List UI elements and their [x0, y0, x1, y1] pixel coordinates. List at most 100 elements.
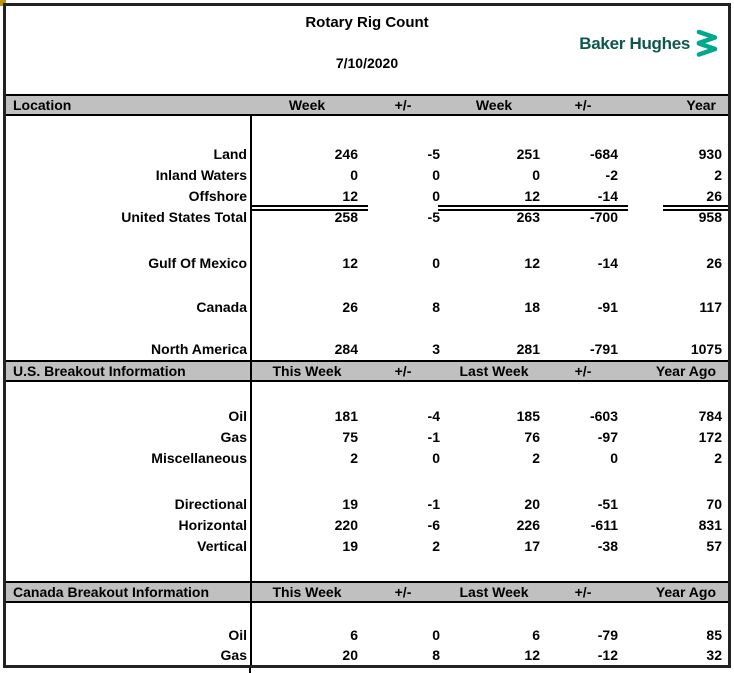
row-label: Vertical	[6, 536, 252, 557]
cell-value: -1	[427, 496, 440, 512]
cell-value: 8	[432, 647, 440, 663]
spacer-row	[6, 469, 728, 494]
table-row-us-gas: Gas 75 -1 76 -97 172	[6, 427, 728, 448]
table-row-offshore: Offshore 12 0 12 -14 26	[6, 186, 728, 211]
section-header-location: Location Week +/- Week +/- Year	[6, 94, 728, 116]
spacer-row	[6, 382, 728, 406]
cell-value: -5	[427, 209, 440, 225]
cell-value: -51	[597, 496, 618, 512]
cell-value: 85	[706, 627, 722, 643]
cell-value: -12	[597, 647, 618, 663]
column-divider-stub	[249, 668, 251, 673]
cell-value: -5	[427, 146, 440, 162]
section-header-label: Location	[13, 97, 72, 113]
cell-value: 8	[432, 299, 440, 315]
cell-value: 172	[698, 429, 722, 445]
page-title: Rotary Rig Count	[305, 14, 429, 31]
column-header-change-2: +/-	[574, 584, 592, 600]
cell-value: -14	[597, 188, 618, 204]
section-header-label: U.S. Breakout Information	[6, 362, 252, 380]
table-row-canada: Canada 26 8 18 -91 117	[6, 297, 728, 318]
table-row-us-oil: Oil 181 -4 185 -603 784	[6, 406, 728, 427]
cell-value: 75	[342, 429, 358, 445]
column-header-year-ago: Year Ago	[655, 584, 716, 600]
cell-value: 226	[516, 517, 540, 533]
row-label: Inland Waters	[6, 165, 252, 186]
cell-value: 2	[350, 450, 358, 466]
cell-value: 0	[350, 167, 358, 183]
spacer-row	[6, 557, 728, 581]
cell-value: 12	[524, 255, 540, 271]
table-row-directional: Directional 19 -1 20 -51 70	[6, 494, 728, 515]
report-date: 7/10/2020	[335, 55, 399, 71]
table-row-inland-waters: Inland Waters 0 0 0 -2 2	[6, 165, 728, 186]
cell-value: 6	[532, 627, 540, 643]
row-label: Gulf Of Mexico	[6, 253, 252, 274]
double-underline	[663, 205, 728, 211]
cell-value: 0	[432, 188, 440, 204]
cell-value: 784	[698, 408, 722, 424]
cell-value: 19	[342, 496, 358, 512]
cell-value: 0	[610, 450, 618, 466]
row-label: Oil	[6, 406, 252, 427]
double-underline	[250, 205, 368, 211]
cell-value: 26	[342, 299, 358, 315]
baker-hughes-double-chevron-icon	[695, 28, 720, 59]
cell-value: -603	[589, 408, 618, 424]
column-header-week-2: Week	[475, 97, 513, 113]
report-header: Rotary Rig Count 7/10/2020 Baker Hughes	[6, 6, 728, 94]
cell-value: 263	[516, 209, 540, 225]
cell-value: 32	[706, 647, 722, 663]
cell-value: -38	[597, 538, 618, 554]
cell-value: 18	[524, 299, 540, 315]
cell-value: -1	[427, 429, 440, 445]
cell-value: 2	[714, 167, 722, 183]
section-header-us-breakout: U.S. Breakout Information This Week +/- …	[6, 360, 728, 382]
cell-value: 0	[532, 167, 540, 183]
cell-value: 181	[334, 408, 358, 424]
cell-value: -684	[589, 146, 618, 162]
cell-value: 251	[516, 146, 540, 162]
column-header-change: +/-	[394, 97, 412, 113]
cell-value: 1075	[690, 341, 722, 357]
row-label: Gas	[6, 645, 252, 665]
table-row-vertical: Vertical 19 2 17 -38 57	[6, 536, 728, 557]
cell-value: -2	[605, 167, 618, 183]
column-header-change: +/-	[394, 363, 412, 379]
cell-value: -700	[589, 209, 618, 225]
cell-value: -791	[589, 341, 618, 357]
cell-value: 3	[432, 341, 440, 357]
cell-value: -6	[427, 517, 440, 533]
cell-value: 220	[334, 517, 358, 533]
spacer-row	[6, 228, 728, 253]
table-row-canada-gas: Gas 20 8 12 -12 32	[6, 645, 728, 665]
section-header-canada-breakout: Canada Breakout Information This Week +/…	[6, 581, 728, 603]
cell-value: 185	[516, 408, 540, 424]
cell-value: 831	[698, 517, 722, 533]
cell-value: 930	[698, 146, 722, 162]
row-label: Canada	[6, 297, 252, 318]
column-header-week: Week	[288, 97, 326, 113]
cell-value: 6	[350, 627, 358, 643]
cell-value: 70	[706, 496, 722, 512]
logo-text: Baker Hughes	[579, 33, 690, 53]
row-label: Oil	[6, 625, 252, 645]
row-label: Miscellaneous	[6, 448, 252, 469]
baker-hughes-logo: Baker Hughes	[579, 28, 720, 59]
section-body-location: Land 246 -5 251 -684 930 Inland Waters 0…	[6, 116, 728, 360]
cell-value: 76	[524, 429, 540, 445]
cell-value: 2	[714, 450, 722, 466]
table-row-miscellaneous: Miscellaneous 2 0 2 0 2	[6, 448, 728, 469]
cell-value: 17	[524, 538, 540, 554]
cell-value: 958	[698, 209, 722, 225]
cell-value: 20	[524, 496, 540, 512]
cell-value: -91	[597, 299, 618, 315]
spacer-row	[6, 318, 728, 339]
report-table-frame: Rotary Rig Count 7/10/2020 Baker Hughes …	[3, 3, 731, 668]
cell-value: 2	[432, 538, 440, 554]
cell-value: -14	[597, 255, 618, 271]
column-header-change-2: +/-	[574, 363, 592, 379]
cell-value: 0	[432, 450, 440, 466]
table-row-land: Land 246 -5 251 -684 930	[6, 144, 728, 165]
